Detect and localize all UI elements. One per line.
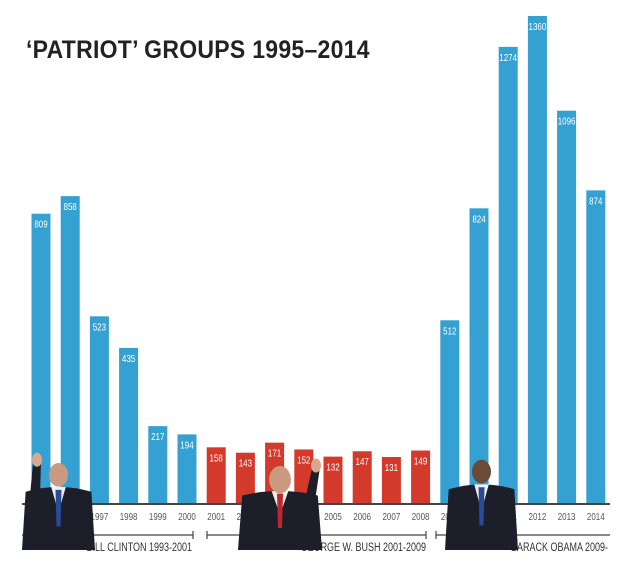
presidency-label: BILL CLINTON 1993-2001 [87, 541, 193, 555]
data-label: 147 [356, 456, 369, 467]
data-label: 152 [297, 455, 310, 466]
x-tick-label: 2000 [178, 511, 196, 522]
data-label: 217 [151, 431, 164, 442]
data-label: 874 [589, 196, 602, 207]
bar-1997 [89, 316, 109, 504]
data-label: 1096 [558, 116, 576, 127]
data-label: 149 [414, 456, 427, 467]
bar-2009 [440, 320, 460, 504]
bar-1999 [148, 426, 168, 504]
bar-2005 [323, 456, 343, 504]
bar-2001 [206, 447, 226, 504]
data-label: 523 [93, 322, 106, 333]
x-tick-label: 2008 [412, 511, 430, 522]
data-label: 809 [34, 219, 47, 230]
bar-2002 [235, 452, 255, 504]
data-label: 171 [268, 448, 281, 459]
data-label: 435 [122, 353, 135, 364]
person-photo-clinton [22, 452, 95, 550]
presidency-label: BARACK OBAMA 2009- [511, 541, 608, 555]
data-label: 824 [472, 213, 485, 224]
bar-1995 [31, 213, 51, 504]
x-tick-label: 1997 [91, 511, 109, 522]
bar-1996 [60, 196, 80, 505]
data-label: 858 [64, 201, 77, 212]
person-photo-bush [238, 458, 322, 550]
presidency-label: GEORGE W. BUSH 2001-2009 [301, 541, 426, 555]
data-label: 1360 [529, 21, 547, 32]
bar-2007 [381, 456, 401, 504]
bar-2010 [469, 208, 489, 504]
person-photo-obama [445, 459, 518, 550]
bar-2013 [557, 110, 577, 505]
x-tick-label: 2014 [587, 511, 605, 522]
bar-1998 [119, 347, 139, 504]
x-tick-label: 2001 [207, 511, 225, 522]
x-tick-label: 1999 [149, 511, 167, 522]
bar-2000 [177, 434, 197, 504]
data-label: 1274 [499, 52, 517, 63]
bar-2014 [586, 190, 606, 504]
x-tick-label: 1998 [120, 511, 138, 522]
x-tick-label: 2005 [324, 511, 342, 522]
x-tick-label: 2012 [529, 511, 547, 522]
data-label: 131 [385, 462, 398, 473]
bar-2012 [527, 16, 547, 504]
x-tick-label: 2006 [353, 511, 371, 522]
data-label: 194 [180, 440, 193, 451]
bar-2008 [411, 450, 431, 504]
x-tick-label: 2013 [558, 511, 576, 522]
x-tick-label: 2007 [383, 511, 401, 522]
bar-2006 [352, 451, 372, 504]
data-label: 158 [210, 452, 223, 463]
data-label: 132 [326, 462, 339, 473]
bar-2011 [498, 46, 518, 504]
data-label: 143 [239, 458, 252, 469]
data-label: 512 [443, 325, 456, 336]
chart-title: ‘PATRIOT’ GROUPS 1995–2014 [26, 36, 370, 64]
